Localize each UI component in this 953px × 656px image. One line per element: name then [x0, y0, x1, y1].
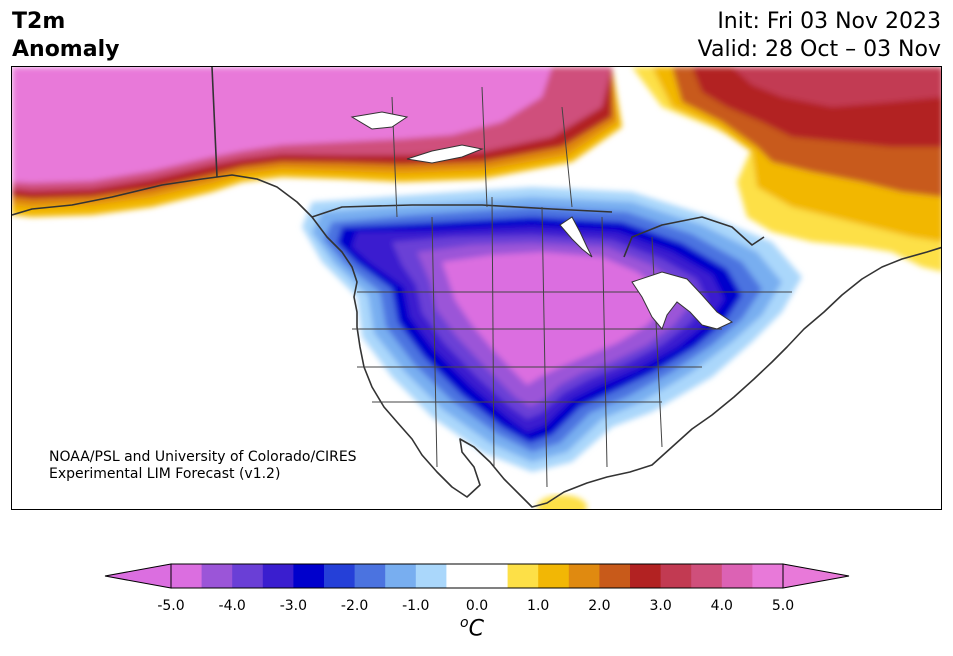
colorbar-segment	[721, 564, 753, 588]
units-superscript: o	[460, 615, 469, 631]
colorbar-outline	[170, 563, 784, 589]
colorbar-segment	[354, 564, 386, 588]
anomaly-map	[11, 66, 942, 510]
colorbar-segment	[752, 564, 784, 588]
colorbar-segment	[324, 564, 356, 588]
init-date: Init: Fri 03 Nov 2023	[717, 9, 941, 34]
colorbar-segment	[599, 564, 631, 588]
map-title-line1: T2m	[12, 9, 66, 34]
units-base: C	[468, 616, 484, 642]
colorbar-segment	[507, 564, 539, 588]
colorbar-tick-label: 0.0	[465, 598, 489, 614]
map-title: T2m Anomaly	[12, 8, 119, 64]
colorbar-segment	[171, 564, 203, 588]
colorbar-segment	[446, 564, 478, 588]
warm-anomaly-north	[12, 67, 622, 217]
colorbar-tick-label: 3.0	[649, 598, 672, 614]
valid-range: Valid: 28 Oct – 03 Nov	[697, 37, 941, 62]
colorbar-segment	[630, 564, 662, 588]
lakes	[350, 111, 734, 330]
colorbar	[104, 563, 850, 589]
colorbar-tick-label: -3.0	[279, 598, 308, 614]
colorbar-tick-label: 1.0	[527, 598, 550, 614]
colorbar-tick-label: 5.0	[771, 598, 795, 614]
colorbar-tick-label: -4.0	[218, 598, 246, 614]
colorbar-extend-high	[782, 563, 850, 589]
forecast-dates: Init: Fri 03 Nov 2023 Valid: 28 Oct – 03…	[698, 8, 941, 64]
colorbar-tick-label: 4.0	[710, 598, 733, 614]
colorbar-segment	[293, 564, 325, 588]
colorbar-segment	[691, 564, 723, 588]
colorbar-units: oC	[460, 615, 484, 641]
colorbar-tick-label: 2.0	[588, 598, 611, 614]
colorbar-segment	[385, 564, 417, 588]
credit-text: NOAA/PSL and University of Colorado/CIRE…	[49, 449, 357, 483]
colorbar-tick-label: -2.0	[340, 598, 369, 614]
coastlines	[12, 67, 941, 508]
colorbar-segment	[568, 564, 600, 588]
colorbar-ticks: -5.0 -4.0 -3.0 -2.0 -1.0 0.0 1.0 2.0 3.0 4.0 5.0	[0, 598, 953, 618]
colorbar-tick-label: -1.0	[402, 598, 430, 614]
colorbar-segment	[415, 564, 447, 588]
colorbar-segment	[538, 564, 570, 588]
warm-spot-south	[537, 495, 587, 509]
credit-line1: NOAA/PSL and University of Colorado/CIRE…	[49, 449, 357, 465]
map-title-line2: Anomaly	[12, 37, 120, 62]
colorbar-segment	[660, 564, 692, 588]
colorbar-segment	[201, 564, 233, 588]
credit-line2: Experimental LIM Forecast (v1.2)	[49, 466, 281, 482]
colorbar-segment	[232, 564, 264, 588]
colorbar-extend-low	[104, 563, 172, 589]
map-canvas	[12, 67, 941, 509]
colorbar-segment	[262, 564, 294, 588]
warm-anomaly-east-canada	[632, 67, 941, 272]
colorbar-segment	[477, 564, 509, 588]
colorbar-tick-label: -5.0	[157, 598, 185, 614]
